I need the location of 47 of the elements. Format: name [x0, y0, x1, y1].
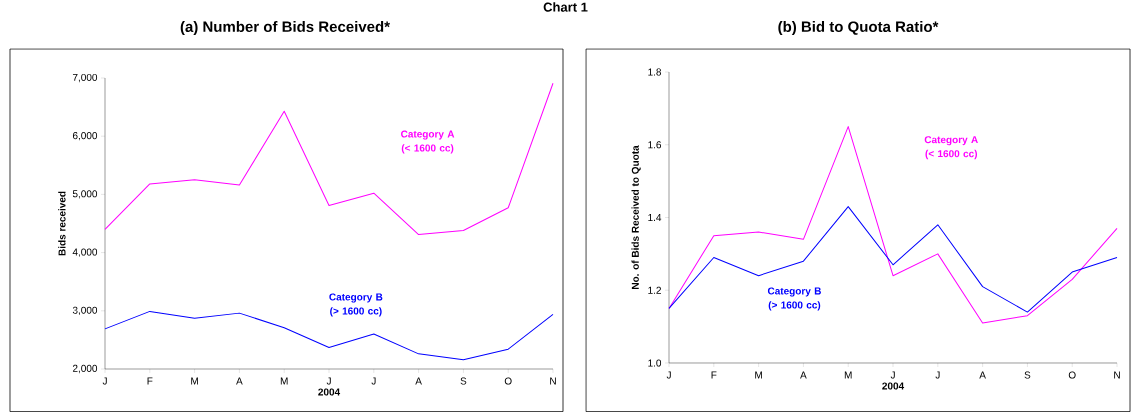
- y-tick-label: 4,000: [72, 248, 98, 257]
- x-tick-label: S: [1024, 371, 1031, 379]
- x-tick-label: A: [236, 377, 243, 385]
- x-tick-label: S: [460, 377, 467, 385]
- x-tick-label: A: [800, 371, 807, 379]
- y-tick-label: 1.0: [648, 359, 662, 367]
- y-tick-label: 1.6: [648, 141, 662, 149]
- series-label: Category B (> 1600 cc): [767, 287, 821, 311]
- x-tick-label: J: [666, 371, 671, 379]
- x-tick-label: F: [711, 371, 717, 379]
- line-series: [668, 126, 1118, 324]
- y-tick-label: 7,000: [72, 73, 98, 83]
- x-tick-label: N: [550, 377, 556, 385]
- x-tick-label: M: [191, 377, 198, 385]
- x-tick-label: O: [1068, 371, 1076, 379]
- y-axis-title: Bids received: [58, 191, 66, 256]
- x-tick-label: A: [415, 377, 422, 385]
- y-tick-label: 1.2: [648, 286, 661, 294]
- y-tick-label: 1.4: [648, 214, 662, 221]
- y-tick-label: 5,000: [72, 190, 98, 199]
- x-tick-label: J: [326, 377, 331, 385]
- x-tick-label: F: [147, 377, 153, 385]
- x-tick-label: J: [890, 371, 895, 379]
- x-tick-label: J: [371, 377, 376, 385]
- x-axis-title: 2004: [882, 382, 905, 390]
- x-tick-label: N: [1114, 371, 1120, 379]
- y-tick-label: 1.8: [648, 68, 662, 76]
- caption: Chart 1: [543, 2, 588, 12]
- y-tick-label: 6,000: [72, 132, 98, 141]
- series-label: Category B (> 1600 cc): [329, 293, 383, 317]
- x-tick-label: J: [102, 377, 107, 385]
- x-tick-label: A: [979, 371, 986, 379]
- x-tick-label: M: [844, 371, 852, 379]
- x-tick-label: M: [755, 371, 762, 379]
- chart-title: (b) Bid to Quota Ratio*: [778, 21, 939, 35]
- text: Category A (< 1600 cc): [401, 130, 455, 154]
- line-series: [104, 82, 554, 236]
- line-series: [668, 206, 1118, 313]
- chart-title: (a) Number of Bids Received*: [180, 21, 390, 35]
- x-tick-label: O: [504, 377, 512, 385]
- text: Category A (< 1600 cc): [924, 136, 978, 160]
- y-tick-label: 2,000: [72, 364, 98, 374]
- x-tick-label: M: [280, 377, 288, 385]
- x-tick-label: J: [935, 371, 940, 379]
- y-tick-label: 3,000: [72, 306, 98, 315]
- x-axis-title: 2004: [318, 388, 341, 396]
- y-axis-title: No. of Bids Received to Quota: [631, 145, 641, 289]
